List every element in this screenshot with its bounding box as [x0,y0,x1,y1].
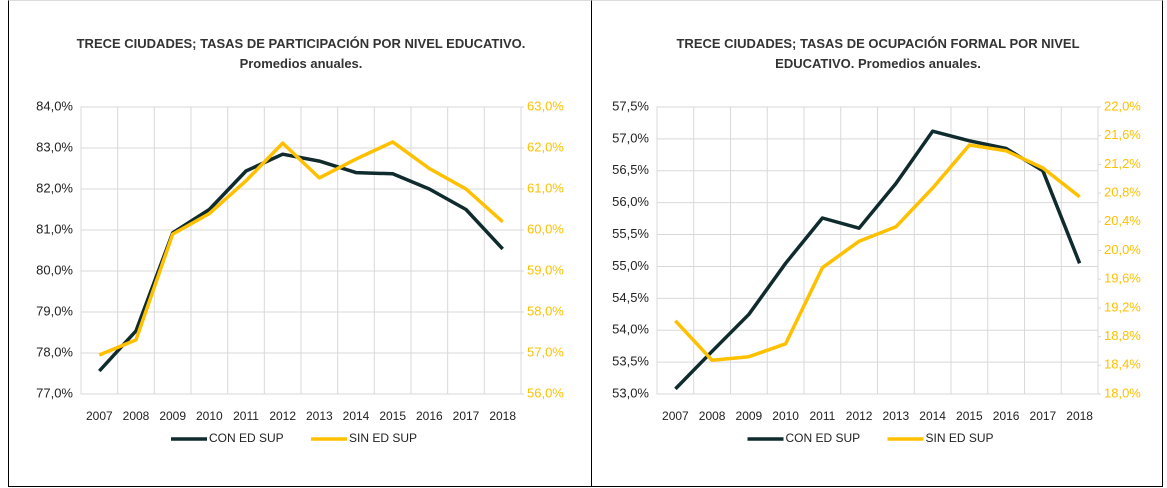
x-tick-label: 2011 [809,409,835,423]
y-tick-label: 54,5% [612,290,649,305]
x-tick-label: 2007 [86,409,113,423]
y2-tick-label: 63,0% [527,98,564,113]
x-tick-label: 2013 [883,409,910,423]
x-tick-label: 2013 [306,409,333,423]
x-tick-label: 2011 [233,409,259,423]
y2-tick-label: 58,0% [527,303,564,318]
y-tick-label: 57,5% [612,98,649,113]
y-tick-label: 53,5% [612,354,649,369]
y-tick-label: 53,0% [612,385,649,400]
chart: 53,0% 53,5% 54,0% 54,5% 55,0% 55,5% 56,0% 56,5%… [612,98,1141,445]
chart-title: TRECE CIUDADES; TASAS DE PARTICIPACIÓN P… [76,36,526,71]
chart: 77,0% 78,0% 79,0% 80,0% 81,0% 82,0% 83,0% 84,0%… [36,98,564,445]
y2-tick-label: 19,2% [1104,299,1141,314]
y-tick-label: 84,0% [36,98,73,113]
y2-tick-label: 21,2% [1104,156,1141,171]
y-tick-label: 55,5% [612,226,649,241]
chart-title: TRECE CIUDADES; TASAS DE OCUPACIÓN FORMA… [676,36,1080,71]
x-tick-label: 2016 [993,409,1020,423]
y2-tick-label: 59,0% [527,262,564,277]
y-tick-label: 79,0% [36,303,73,318]
chart-panel: TRECE CIUDADES; TASAS DE PARTICIPACIÓN P… [8,0,592,487]
legend-label: CON ED SUP [786,431,861,445]
y-tick-label: 83,0% [36,139,73,154]
x-tick-label: 2008 [699,409,726,423]
chart-panel: TRECE CIUDADES; TASAS DE OCUPACIÓN FORMA… [591,0,1163,487]
plot-frame [656,106,1099,395]
x-tick-label: 2017 [1030,409,1057,423]
y2-tick-label: 20,0% [1104,242,1141,257]
y-tick-label: 80,0% [36,262,73,277]
x-tick-label: 2015 [956,409,983,423]
x-tick-label: 2012 [846,409,873,423]
y-tick-label: 81,0% [36,221,73,236]
y-tick-label: 78,0% [36,344,73,359]
y2-tick-label: 56,0% [527,385,564,400]
y2-tick-label: 62,0% [527,139,564,154]
y2-tick-label: 18,0% [1104,385,1141,400]
line-series [674,143,1081,363]
y2-tick-label: 19,6% [1104,271,1141,286]
x-tick-label: 2009 [159,409,186,423]
y2-tick-label: 18,8% [1104,328,1141,343]
line-series [98,140,504,357]
x-tick-label: 2008 [123,409,150,423]
y2-tick-label: 21,6% [1104,127,1141,142]
y2-tick-label: 18,4% [1104,357,1141,372]
y-tick-label: 77,0% [36,385,73,400]
legend-label: SIN ED SUP [926,431,994,445]
x-tick-label: 2007 [662,409,689,423]
x-tick-label: 2014 [919,409,946,423]
y2-tick-label: 61,0% [527,180,564,195]
x-tick-label: 2017 [453,409,480,423]
legend-label: SIN ED SUP [349,431,417,445]
x-tick-label: 2018 [489,409,516,423]
x-tick-label: 2012 [269,409,296,423]
x-tick-label: 2018 [1066,409,1093,423]
y-tick-label: 54,0% [612,322,649,337]
y2-tick-label: 20,4% [1104,213,1141,228]
x-tick-label: 2014 [343,409,370,423]
plot-frame [80,106,522,395]
legend-label: CON ED SUP [209,431,284,445]
y-tick-label: 82,0% [36,180,73,195]
y-tick-label: 56,5% [612,162,649,177]
y-tick-label: 57,0% [612,130,649,145]
x-tick-label: 2010 [196,409,223,423]
x-tick-label: 2009 [736,409,763,423]
x-tick-label: 2016 [416,409,443,423]
y2-tick-label: 20,8% [1104,185,1141,200]
y2-tick-label: 22,0% [1104,98,1141,113]
y2-tick-label: 57,0% [527,344,564,359]
x-tick-label: 2010 [772,409,799,423]
y-tick-label: 55,0% [612,258,649,273]
x-tick-label: 2015 [379,409,406,423]
y2-tick-label: 60,0% [527,221,564,236]
y-tick-label: 56,0% [612,194,649,209]
